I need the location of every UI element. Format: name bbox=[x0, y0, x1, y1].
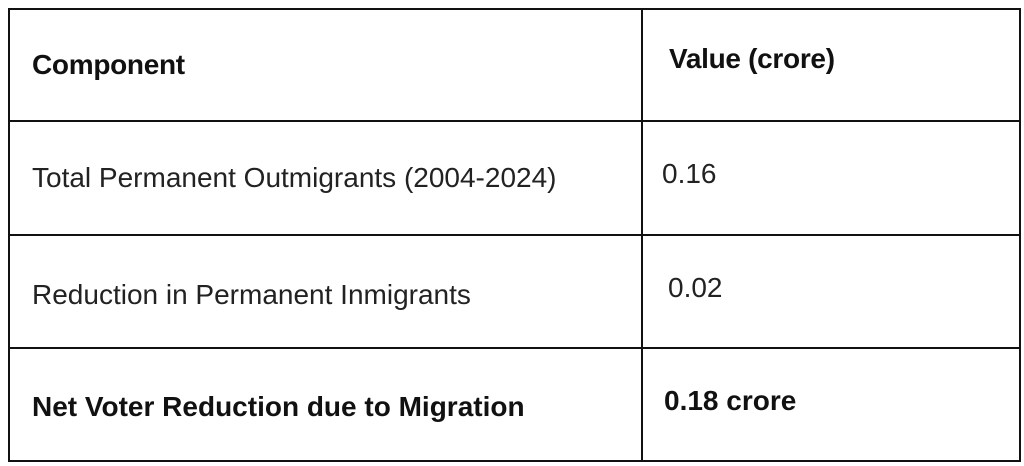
component-cell: Reduction in Permanent Inmigrants bbox=[8, 237, 643, 352]
component-cell: Total Permanent Outmigrants (2004-2024) bbox=[8, 120, 643, 236]
table-header-row: Component Value (crore) bbox=[8, 2, 1021, 122]
value-cell: 0.02 bbox=[641, 230, 1021, 345]
table-row: Reduction in Permanent Inmigrants 0.02 bbox=[8, 230, 1021, 352]
total-value-cell: 0.18 crore bbox=[641, 343, 1021, 458]
column-header-value: Value (crore) bbox=[641, 2, 1021, 116]
total-component-cell: Net Voter Reduction due to Migration bbox=[8, 349, 643, 464]
table-row: Total Permanent Outmigrants (2004-2024) … bbox=[8, 116, 1021, 236]
column-header-component: Component bbox=[8, 8, 643, 122]
value-cell: 0.16 bbox=[641, 116, 1021, 232]
migration-voter-table: Component Value (crore) Total Permanent … bbox=[8, 2, 1021, 464]
table-total-row: Net Voter Reduction due to Migration 0.1… bbox=[8, 343, 1021, 464]
